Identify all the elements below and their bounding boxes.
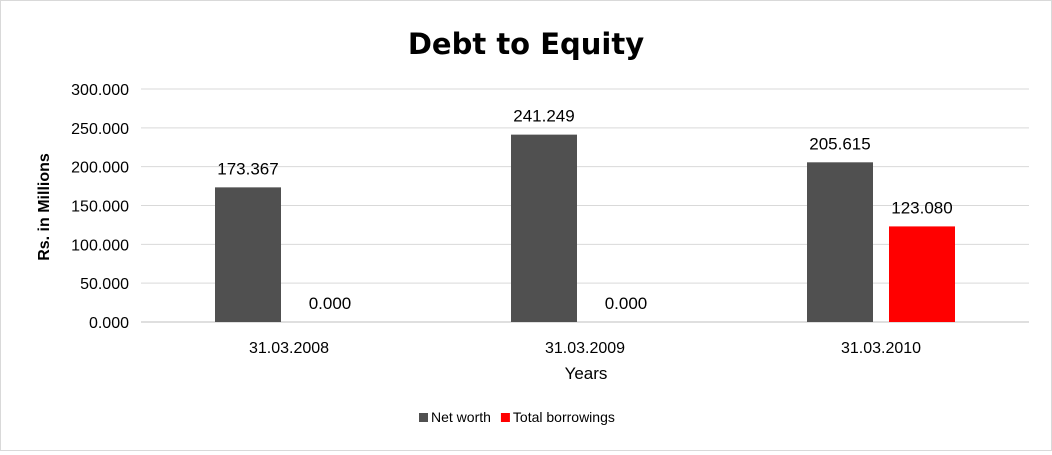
x-tick-label: 31.03.2008	[249, 340, 329, 357]
x-tick-label: 31.03.2010	[841, 340, 921, 357]
bar	[511, 134, 577, 322]
gridlines	[141, 88, 1029, 323]
y-tick-label: 200.000	[71, 160, 129, 177]
data-label: 0.000	[605, 294, 648, 313]
legend-swatch	[419, 413, 428, 422]
y-axis-title: Rs. in Millions	[36, 153, 53, 261]
y-tick-label: 300.000	[71, 82, 129, 99]
data-label: 205.615	[809, 134, 870, 153]
y-tick-label: 0.000	[89, 315, 129, 332]
data-label: 241.249	[513, 107, 574, 126]
legend: Net worth Total borrowings	[419, 409, 615, 425]
data-label: 173.367	[217, 159, 278, 178]
data-label: 123.080	[891, 198, 952, 217]
legend-label: Total borrowings	[513, 409, 615, 425]
y-axis-ticks: 0.000 50.000 100.000 150.000 200.000 250.000 3…	[71, 82, 129, 332]
x-axis-ticks: 31.03.2008 31.03.2009 31.03.2010	[249, 340, 921, 357]
y-tick-label: 50.000	[80, 276, 129, 293]
bar	[215, 187, 281, 322]
data-labels: 173.367 0.000 241.249 0.000 205.615 123.080	[217, 107, 952, 313]
bars	[215, 134, 955, 322]
legend-swatch	[500, 413, 510, 422]
bar	[807, 162, 873, 322]
bar	[889, 226, 955, 322]
y-tick-label: 100.000	[71, 237, 129, 254]
x-tick-label: 31.03.2009	[545, 340, 625, 357]
x-axis-title: Years	[565, 364, 608, 383]
y-tick-label: 150.000	[71, 199, 129, 216]
y-tick-label: 250.000	[71, 121, 129, 138]
data-label: 0.000	[309, 294, 352, 313]
chart-title: Debt to Equity	[408, 27, 644, 61]
legend-label: Net worth	[431, 409, 491, 425]
